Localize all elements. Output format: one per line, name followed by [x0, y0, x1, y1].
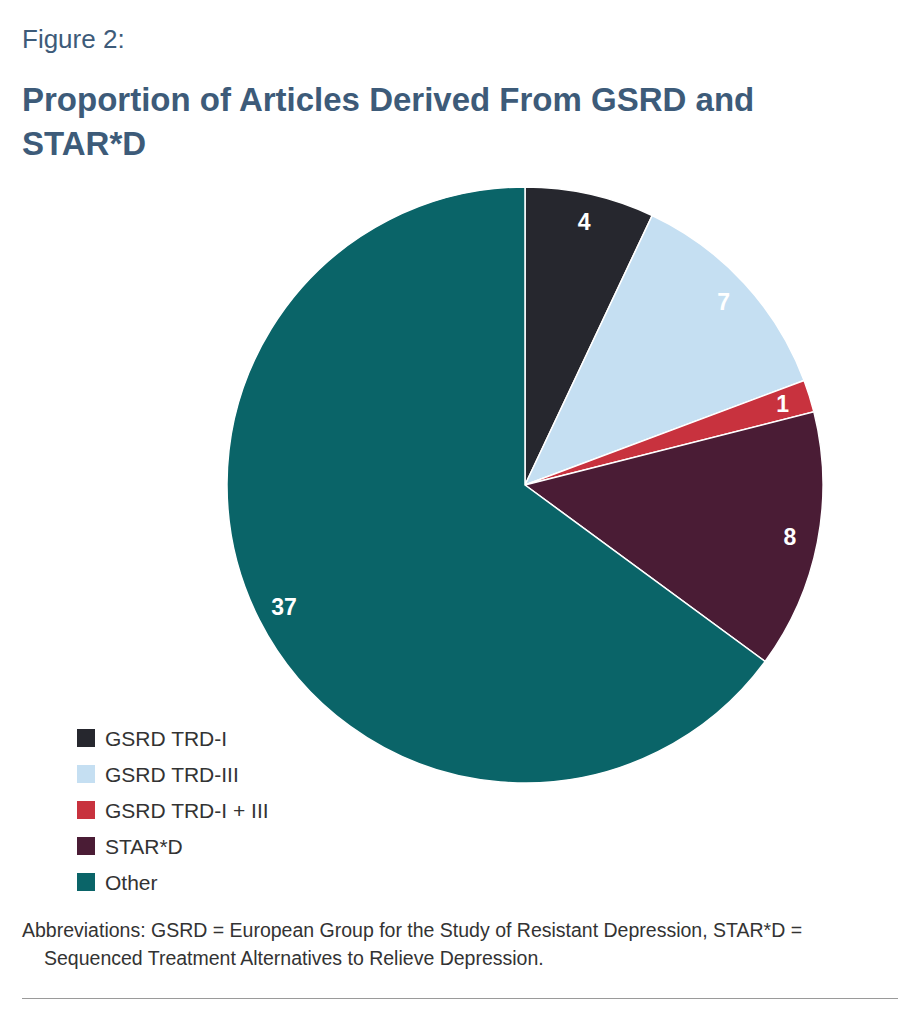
- legend-swatch: [77, 765, 95, 783]
- chart-title: Proportion of Articles Derived From GSRD…: [22, 78, 872, 166]
- legend-swatch: [77, 801, 95, 819]
- chart-area: 4 7 1 8 37 GSRD TRD-I GSRD TRD-III GSRD TRD-I +…: [0, 0, 919, 1024]
- data-label: 4: [578, 209, 591, 235]
- data-label: 1: [776, 391, 789, 417]
- legend-label: STAR*D: [105, 835, 183, 858]
- data-label: 8: [784, 524, 797, 550]
- abbreviations-note: Abbreviations: GSRD = European Group for…: [22, 916, 902, 972]
- pie: [227, 187, 823, 783]
- legend-swatch: [77, 729, 95, 747]
- figure-label: Figure 2:: [22, 24, 125, 55]
- pie-labels: 4 7 1 8 37: [271, 209, 796, 620]
- legend: GSRD TRD-I GSRD TRD-III GSRD TRD-I + III ST…: [77, 727, 269, 894]
- pie-slice: [227, 187, 765, 783]
- legend-label: GSRD TRD-III: [105, 763, 239, 786]
- legend-swatch: [77, 837, 95, 855]
- legend-label: GSRD TRD-I + III: [105, 799, 269, 822]
- data-label: 7: [717, 289, 730, 315]
- legend-label: GSRD TRD-I: [105, 727, 227, 750]
- bottom-rule: [22, 998, 898, 999]
- legend-label: Other: [105, 871, 158, 894]
- legend-swatch: [77, 873, 95, 891]
- data-label: 37: [271, 594, 297, 620]
